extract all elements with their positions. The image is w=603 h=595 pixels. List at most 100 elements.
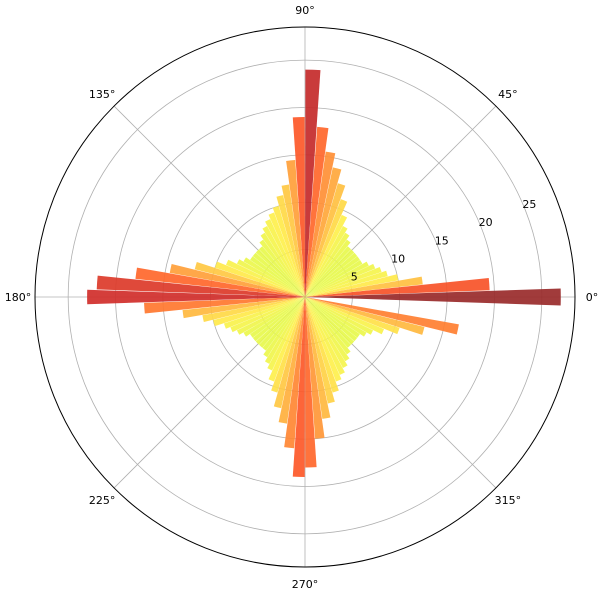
bar-42 [169,264,305,297]
radial-tick-label: 20 [479,216,493,229]
bar-62 [268,297,305,382]
bar-49 [213,297,305,327]
bar-60 [264,297,305,364]
bar-41 [194,262,305,297]
bar-23 [292,117,305,297]
bar-55 [252,297,305,342]
bar-12 [305,246,351,297]
bar-20 [305,151,336,297]
bar-69 [305,297,325,439]
bar-73 [305,297,342,382]
bar-67 [292,297,305,477]
bar-56 [255,297,305,345]
bar-47 [182,297,305,319]
bar-54 [250,297,305,338]
angle-tick-label: 270° [292,578,319,591]
bar-32 [259,239,305,297]
bar-57 [259,297,305,348]
angle-tick-label: 315° [495,494,522,507]
bar-10 [305,252,358,297]
radial-tick-label: 15 [435,234,449,247]
bar-40 [214,261,305,297]
bar-0 [305,288,561,306]
outer-circle [34,26,576,568]
bar-37 [243,257,305,297]
bar-43 [135,267,305,297]
bar-19 [305,167,342,297]
bar-52 [236,297,305,335]
bar-13 [305,239,351,297]
bar-53 [243,297,305,337]
bar-36 [250,256,305,297]
angle-tick-label: 135° [89,88,116,101]
bar-26 [276,195,305,297]
bar-35 [252,252,305,297]
bar-6 [305,263,376,297]
bar-33 [259,246,305,297]
bar-28 [268,212,305,297]
radial-tick-label: 10 [391,252,405,265]
bar-65 [278,297,305,424]
bar-79 [305,297,355,345]
outer-border [34,26,576,568]
bar-39 [226,259,305,297]
bar-74 [305,297,345,375]
bar-17 [305,199,348,297]
bar-25 [281,184,305,297]
bar-85 [305,297,400,335]
bar-68 [305,297,317,468]
bar-76 [305,297,350,362]
bar-15 [305,225,348,297]
radial-tick-label: 25 [522,198,536,211]
radial-tick-label: 5 [351,271,358,284]
bar-80 [305,297,358,342]
tick-labels: 0° 45° 90° 135° 180° 225° 270° 315° 5 10 15 20 25 [5,4,599,591]
bar-58 [262,297,305,351]
bar-16 [305,214,348,297]
bar-64 [273,297,305,409]
bar-46 [144,297,305,314]
bar-7 [305,261,369,297]
angle-tick-label: 225° [89,494,116,507]
bar-84 [305,297,384,335]
bar-9 [305,256,360,297]
bar-11 [305,249,355,297]
bar-27 [272,205,305,297]
bar-30 [262,225,305,297]
bar-45 [87,289,305,305]
angle-tick-label: 45° [498,88,518,101]
bar-21 [305,126,329,297]
bar-38 [236,259,305,297]
bar-29 [265,219,305,297]
bar-14 [305,232,350,297]
bar-18 [305,183,346,297]
bar-3 [305,274,399,297]
bar-5 [305,266,382,297]
bar-1 [305,278,490,297]
bar-59 [263,297,305,358]
bar-63 [271,297,305,393]
bar-61 [267,297,305,371]
bar-51 [230,297,305,333]
bar-48 [202,297,305,323]
bar-24 [286,159,305,297]
angle-tick-label: 0° [586,291,599,304]
bar-81 [305,297,360,338]
bar-71 [305,297,335,404]
bar-22 [305,69,321,297]
bar-4 [305,270,388,297]
bar-44 [96,275,305,297]
bar-78 [305,297,351,348]
bar-70 [305,297,331,419]
angle-tick-label: 90° [295,4,315,17]
bar-8 [305,260,363,297]
bar-2 [305,276,423,297]
bar-77 [305,297,351,355]
bar-34 [255,249,305,297]
bar-82 [305,297,367,337]
angle-tick-label: 180° [5,291,32,304]
bars [87,69,561,477]
bar-72 [305,297,339,393]
bar-83 [305,297,374,335]
